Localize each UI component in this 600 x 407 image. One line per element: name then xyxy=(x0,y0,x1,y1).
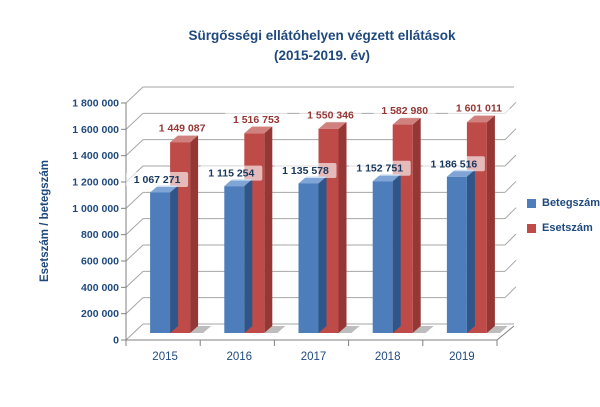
bar-betegszam-2019-side xyxy=(466,169,475,333)
x-tick-label: 2016 xyxy=(227,351,253,363)
bar-esetszam-2018-top xyxy=(392,117,421,125)
data-label-esetszam-2016: 1 516 753 xyxy=(233,114,280,126)
x-tick-label: 2019 xyxy=(449,351,475,363)
bar-shadow xyxy=(190,326,212,333)
data-label-betegszam-2015-box xyxy=(126,171,189,187)
legend-item-esetszam: Esetszám xyxy=(527,222,600,234)
y-tick-label: 400 000 xyxy=(81,282,119,294)
y-tick-label: 1 400 000 xyxy=(72,150,119,162)
data-label-esetszam-2019-box xyxy=(447,100,510,116)
gridline-connector xyxy=(125,270,144,288)
legend-swatch-esetszam-icon xyxy=(527,223,536,233)
bar-esetszam-2019-side xyxy=(486,115,495,333)
data-label-betegszam-2016-box xyxy=(200,165,263,181)
data-label-betegszam-2018-box xyxy=(348,160,411,176)
bar-betegszam-2018-side xyxy=(392,174,401,333)
bar-esetszam-2015-top xyxy=(170,135,199,143)
data-label-esetszam-2017: 1 550 346 xyxy=(307,109,354,121)
legend-label-betegszam: Betegszám xyxy=(542,197,600,209)
legend: Betegszám Esetszám xyxy=(527,197,600,234)
gridline-end xyxy=(504,128,517,141)
gridline-connector xyxy=(125,323,144,341)
y-tick-label: 0 xyxy=(113,335,119,347)
data-label-betegszam-2017: 1 135 578 xyxy=(282,165,329,177)
bar-betegszam-2016-top xyxy=(224,179,253,187)
bar-betegszam-2018-front xyxy=(372,181,393,333)
bar-betegszam-2017-top xyxy=(298,176,327,184)
bar-esetszam-2016-side xyxy=(264,126,273,333)
data-label-esetszam-2015-box xyxy=(151,120,214,136)
bar-betegszam-2017-side xyxy=(318,176,327,333)
y-tick-label: 200 000 xyxy=(81,308,119,320)
data-label-betegszam-2015: 1 067 271 xyxy=(134,174,181,186)
gridline-end xyxy=(504,286,517,299)
data-label-esetszam-2017-box xyxy=(299,107,362,123)
gridline-end xyxy=(504,180,517,193)
data-label-esetszam-2019: 1 601 011 xyxy=(456,103,502,115)
gridline-connector xyxy=(125,139,144,157)
legend-item-betegszam: Betegszám xyxy=(527,197,600,209)
data-label-betegszam-2018: 1 152 751 xyxy=(356,163,403,175)
x-tick-label: 2015 xyxy=(152,351,178,363)
bar-esetszam-2017-side xyxy=(338,121,347,333)
bar-esetszam-2015-side xyxy=(190,135,199,333)
chart-title: Sürgősségi ellátóhelyen végzett ellátáso… xyxy=(122,26,522,66)
data-label-betegszam-2019: 1 186 516 xyxy=(431,158,478,170)
data-label-esetszam-2018-box xyxy=(373,103,436,119)
bar-esetszam-2016-top xyxy=(244,126,273,134)
bar-betegszam-2016-front xyxy=(224,186,245,333)
bar-betegszam-2018-top xyxy=(372,174,401,182)
gridline-end xyxy=(504,233,517,246)
x-tick-label: 2017 xyxy=(301,351,327,363)
data-label-betegszam-2016: 1 115 254 xyxy=(208,168,254,180)
gridline-connector xyxy=(125,244,144,262)
bar-shadow xyxy=(412,326,434,333)
data-label-esetszam-2016-box xyxy=(225,111,288,127)
bar-shadow xyxy=(264,326,286,333)
bar-esetszam-2019-top xyxy=(466,115,495,123)
bar-betegszam-2016-side xyxy=(244,179,253,333)
bar-betegszam-2015-front xyxy=(150,192,171,333)
gridline-end xyxy=(504,154,517,167)
gridline-connector xyxy=(125,112,144,130)
chart-title-line1: Sürgősségi ellátóhelyen végzett ellátáso… xyxy=(188,28,456,43)
gridline-connector xyxy=(125,297,144,315)
y-tick-label: 1 800 000 xyxy=(72,98,119,110)
data-label-esetszam-2015: 1 449 087 xyxy=(159,123,206,135)
data-label-betegszam-2017-box xyxy=(274,162,337,178)
bar-betegszam-2015-top xyxy=(150,185,179,193)
bar-esetszam-2018-side xyxy=(412,117,421,333)
y-tick-label: 1 200 000 xyxy=(72,177,119,189)
gridline-end xyxy=(504,207,517,220)
bar-betegszam-2019-top xyxy=(446,169,475,177)
y-tick-label: 1 600 000 xyxy=(72,124,119,136)
gridline-connector xyxy=(125,218,144,236)
legend-swatch-betegszam-icon xyxy=(527,198,536,208)
bar-shadow xyxy=(486,326,508,333)
gridline-end xyxy=(504,259,517,272)
chart-title-line2: (2015-2019. év) xyxy=(273,48,371,63)
x-axis-depth-line xyxy=(496,325,515,341)
bar-shadow xyxy=(338,326,360,333)
gridline-connector xyxy=(125,191,144,209)
data-label-betegszam-2019-box xyxy=(422,156,485,172)
y-tick-label: 600 000 xyxy=(81,256,119,268)
bar-betegszam-2019-front xyxy=(446,176,467,333)
bar-betegszam-2015-side xyxy=(170,185,179,333)
y-tick-label: 800 000 xyxy=(81,229,119,241)
x-tick-label: 2018 xyxy=(375,351,401,363)
bar-betegszam-2017-front xyxy=(298,183,319,333)
y-tick-label: 1 000 000 xyxy=(72,203,119,215)
gridline-connector xyxy=(125,86,144,104)
bar-esetszam-2017-top xyxy=(318,121,347,129)
legend-label-esetszam: Esetszám xyxy=(542,222,593,234)
data-label-esetszam-2018: 1 582 980 xyxy=(381,105,428,117)
